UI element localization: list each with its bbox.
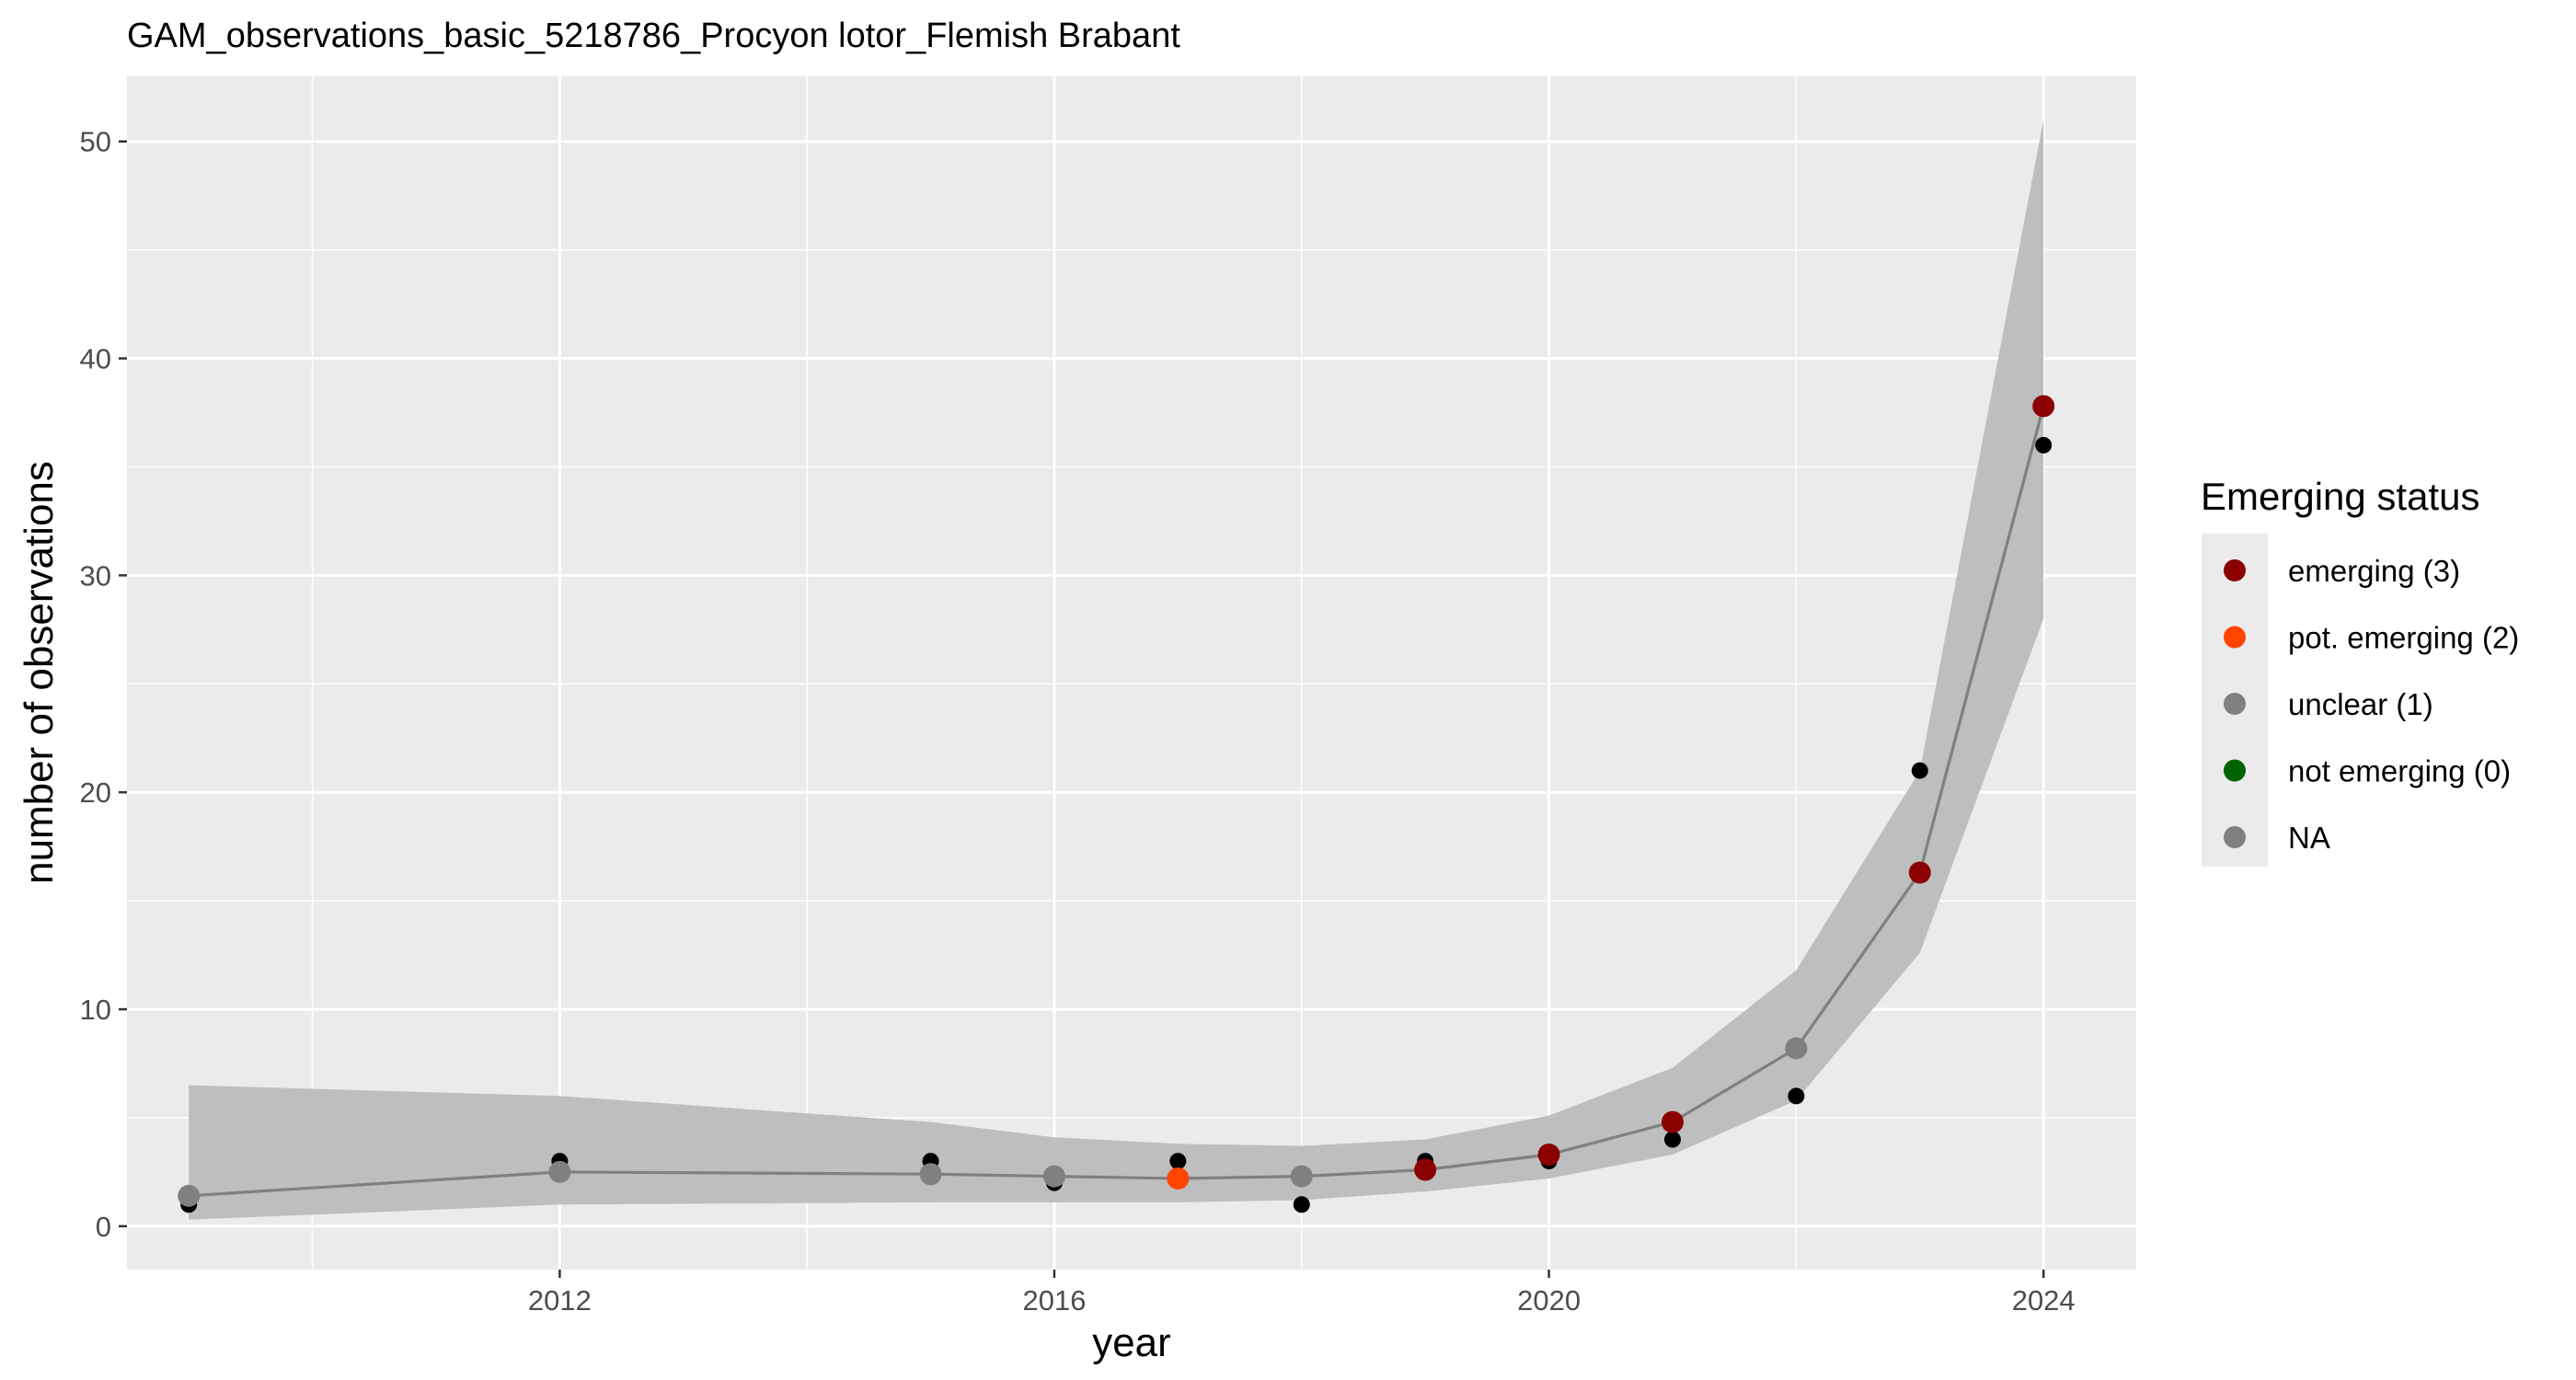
- legend-key: [2224, 626, 2246, 649]
- fitted-point: [1290, 1165, 1313, 1188]
- y-axis-title: number of observations: [17, 461, 62, 884]
- fitted-point: [178, 1184, 201, 1207]
- fitted-points-layer: [178, 395, 2055, 1207]
- legend-label: not emerging (0): [2288, 754, 2511, 788]
- legend-key: [2224, 826, 2246, 848]
- legend-label: NA: [2288, 821, 2330, 855]
- chart-title: GAM_observations_basic_5218786_Procyon l…: [127, 17, 1180, 55]
- plot-panel: [127, 76, 2136, 1270]
- legend-label: emerging (3): [2288, 554, 2460, 588]
- observed-point: [2035, 436, 2053, 454]
- x-axis-title: year: [1092, 1320, 1171, 1365]
- observed-point: [1293, 1196, 1310, 1213]
- fitted-point: [1908, 861, 1931, 884]
- y-axis: 0 10 20 30 40 50: [80, 126, 127, 1243]
- y-tick-label: 50: [80, 126, 111, 158]
- y-tick-label: 30: [80, 559, 111, 592]
- y-tick-label: 0: [96, 1211, 111, 1243]
- fitted-point: [1537, 1144, 1560, 1167]
- x-axis: 2012 2016 2020 2024: [528, 1270, 2076, 1317]
- legend-label: unclear (1): [2288, 687, 2433, 721]
- fitted-point: [1414, 1158, 1437, 1181]
- fitted-point: [1662, 1110, 1684, 1133]
- fitted-point: [919, 1163, 942, 1186]
- y-tick-label: 40: [80, 343, 111, 375]
- fitted-line-layer: [189, 405, 2045, 1198]
- fitted-point: [548, 1160, 571, 1183]
- legend: Emerging status emerging (3) pot. emergin…: [2201, 475, 2519, 867]
- observed-point: [1911, 762, 1928, 779]
- y-tick-label: 10: [80, 994, 111, 1026]
- legend-key: [2224, 759, 2246, 782]
- fitted-line: [189, 405, 2045, 1198]
- major-gridlines: [127, 76, 2136, 1270]
- legend-key: [2224, 559, 2246, 581]
- legend-key: [2224, 693, 2246, 715]
- confidence-ribbon-layer: [189, 120, 2044, 1220]
- fitted-point: [1043, 1165, 1065, 1188]
- observed-point: [1664, 1131, 1681, 1148]
- y-tick-label: 20: [80, 776, 111, 809]
- observed-point: [1788, 1087, 1805, 1105]
- legend-items: emerging (3) pot. emerging (2) unclear (1)…: [2224, 554, 2519, 855]
- fitted-point: [1785, 1037, 1808, 1060]
- legend-title: Emerging status: [2201, 475, 2479, 518]
- observed-point: [1169, 1153, 1187, 1170]
- x-tick-label: 2016: [1023, 1284, 1087, 1317]
- confidence-ribbon: [189, 120, 2044, 1220]
- fitted-point: [2032, 395, 2055, 418]
- x-tick-label: 2012: [528, 1284, 592, 1317]
- x-tick-label: 2024: [2012, 1284, 2076, 1317]
- legend-label: pot. emerging (2): [2288, 621, 2519, 655]
- fitted-point: [1167, 1167, 1190, 1190]
- x-tick-label: 2020: [1517, 1284, 1581, 1317]
